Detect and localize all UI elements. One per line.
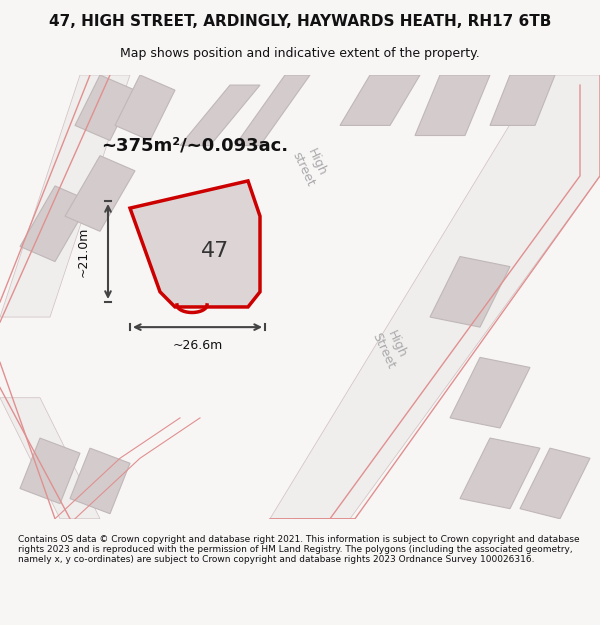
Polygon shape [130,181,260,307]
Text: ~375m²/~0.093ac.: ~375m²/~0.093ac. [101,137,289,154]
Polygon shape [65,156,135,231]
Polygon shape [180,85,260,146]
Polygon shape [70,448,130,514]
Polygon shape [415,75,490,136]
Polygon shape [430,256,510,327]
Text: Map shows position and indicative extent of the property.: Map shows position and indicative extent… [120,48,480,61]
Text: ~21.0m: ~21.0m [77,226,89,277]
Text: ~26.6m: ~26.6m [172,339,223,352]
Text: High
Street: High Street [369,324,411,371]
Text: 47: 47 [201,241,229,261]
Polygon shape [520,448,590,519]
Polygon shape [340,75,420,126]
Polygon shape [235,75,310,146]
Polygon shape [20,186,90,262]
Polygon shape [460,438,540,509]
Polygon shape [20,438,80,504]
Polygon shape [0,398,100,519]
Text: Contains OS data © Crown copyright and database right 2021. This information is : Contains OS data © Crown copyright and d… [18,534,580,564]
Polygon shape [75,75,135,141]
Polygon shape [490,75,555,126]
Polygon shape [115,75,175,141]
Text: High
street: High street [290,143,331,188]
Polygon shape [270,75,600,519]
Polygon shape [0,75,130,317]
Polygon shape [450,357,530,428]
Text: 47, HIGH STREET, ARDINGLY, HAYWARDS HEATH, RH17 6TB: 47, HIGH STREET, ARDINGLY, HAYWARDS HEAT… [49,14,551,29]
